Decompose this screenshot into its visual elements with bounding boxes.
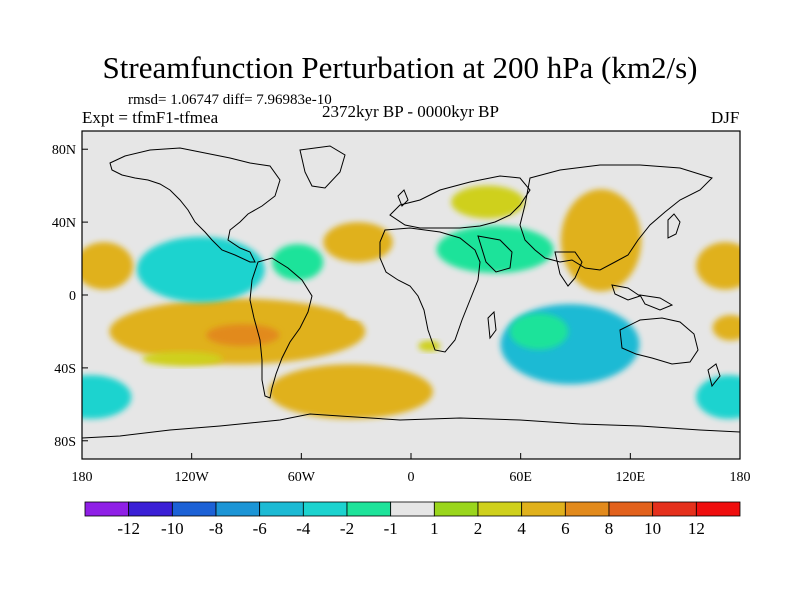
colorbar-label: -12 — [117, 519, 140, 538]
colorbar-label: 8 — [605, 519, 614, 538]
anomaly-region — [82, 242, 134, 290]
x-tick-label: 0 — [408, 470, 415, 485]
anomaly-region — [82, 375, 132, 419]
colorbar-label: -4 — [296, 519, 311, 538]
colorbar-label: 2 — [474, 519, 483, 538]
x-tick-label: 180 — [72, 470, 93, 485]
anomaly-layer — [82, 167, 740, 419]
anomaly-region — [418, 340, 441, 352]
colorbar-label: 1 — [430, 519, 439, 538]
anomaly-region — [357, 167, 450, 212]
coastlines — [82, 145, 740, 439]
anomaly-region — [451, 185, 525, 219]
colorbar-swatch — [346, 501, 392, 517]
y-tick-label: 40N — [52, 216, 76, 231]
season-label: DJF — [711, 108, 740, 127]
x-tick-label: 120E — [616, 470, 646, 485]
colorbar-label: 4 — [517, 519, 526, 538]
colorbar-swatch — [564, 501, 610, 517]
colorbar-label: -1 — [384, 519, 398, 538]
y-axis: 80N 40N 0 40S 80S — [52, 143, 88, 450]
anomaly-region — [345, 307, 368, 319]
experiment-label: Expt = tfmF1-tfmea — [82, 108, 219, 127]
colorbar-swatch — [128, 501, 173, 517]
x-tick-label: 180 — [730, 470, 751, 485]
colorbar-swatch — [390, 501, 435, 517]
x-tick-label: 60W — [288, 470, 316, 485]
colorbar-swatch — [171, 501, 217, 517]
colorbar-label: 6 — [561, 519, 570, 538]
colorbar-swatch — [652, 501, 697, 517]
anomaly-region — [663, 174, 693, 197]
colorbar-label: -10 — [161, 519, 184, 538]
colorbar-swatch — [302, 501, 348, 517]
anomaly-region — [560, 189, 642, 292]
colorbar-swatch — [608, 501, 654, 517]
colorbar-swatch — [259, 501, 304, 517]
anomaly-region — [436, 225, 554, 274]
x-tick-label: 120W — [175, 470, 210, 485]
x-axis: 180 120W 60W 0 60E 120E 180 — [72, 453, 751, 485]
colorbar-swatch — [84, 501, 130, 517]
anomaly-region — [696, 242, 740, 290]
y-tick-label: 40S — [54, 362, 76, 377]
colorbar-label: -8 — [209, 519, 223, 538]
anomaly-region — [712, 315, 740, 341]
x-tick-label: 60E — [509, 470, 532, 485]
anomaly-region — [206, 324, 280, 347]
period-label: 2372kyr BP - 0000kyr BP — [322, 102, 499, 121]
anomaly-region — [509, 313, 569, 350]
y-tick-label: 0 — [69, 289, 76, 304]
colorbar: -12 -10 -8 -6 -4 -2 -1 1 2 4 6 8 10 12 — [84, 501, 741, 538]
colorbar-label: -2 — [340, 519, 354, 538]
colorbar-swatch — [433, 501, 479, 517]
anomaly-region — [136, 236, 265, 303]
colorbar-swatch — [695, 501, 741, 517]
anomaly-region — [323, 222, 393, 263]
stats-label: rmsd= 1.06747 diff= 7.96983e-10 — [128, 92, 332, 108]
colorbar-label: 12 — [688, 519, 705, 538]
anomaly-region — [696, 375, 740, 419]
anomaly-region — [142, 351, 223, 367]
colorbar-label: -6 — [253, 519, 267, 538]
y-tick-label: 80S — [54, 435, 76, 450]
colorbar-swatch — [477, 501, 523, 517]
y-tick-label: 80N — [52, 143, 76, 158]
anomaly-region — [272, 243, 324, 281]
anomaly-region — [268, 364, 433, 419]
chart-title: Streamfunction Perturbation at 200 hPa (… — [102, 50, 698, 85]
colorbar-swatch — [521, 501, 566, 517]
colorbar-label: 10 — [644, 519, 661, 538]
colorbar-swatch — [215, 501, 261, 517]
